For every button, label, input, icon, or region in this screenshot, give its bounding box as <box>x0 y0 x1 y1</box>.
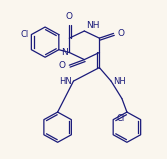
Text: NH: NH <box>86 21 99 30</box>
Text: O: O <box>117 29 124 38</box>
Text: N: N <box>61 48 68 57</box>
Text: HN: HN <box>59 77 72 86</box>
Text: Cl: Cl <box>116 114 124 123</box>
Text: NH: NH <box>113 77 125 86</box>
Text: Cl: Cl <box>20 30 28 39</box>
Text: O: O <box>59 61 66 70</box>
Text: O: O <box>66 12 73 21</box>
